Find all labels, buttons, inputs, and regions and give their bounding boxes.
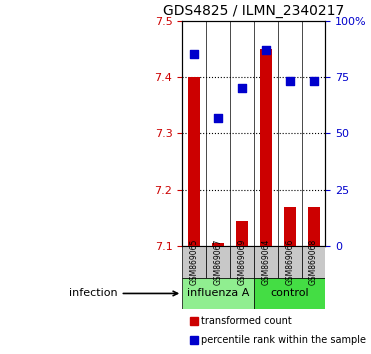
FancyBboxPatch shape: [254, 278, 325, 309]
Text: influenza A: influenza A: [187, 289, 249, 298]
Point: [311, 79, 316, 84]
Bar: [236, 221, 248, 246]
Text: GSM869069: GSM869069: [237, 239, 246, 285]
Point: [263, 47, 269, 53]
Bar: [212, 243, 224, 246]
Text: GSM869066: GSM869066: [285, 239, 294, 285]
Text: transformed count: transformed count: [201, 316, 292, 326]
Text: GSM869068: GSM869068: [309, 239, 318, 285]
Bar: [188, 77, 200, 246]
Text: GSM869064: GSM869064: [261, 239, 270, 285]
FancyBboxPatch shape: [278, 246, 302, 278]
Point: [215, 115, 221, 120]
FancyBboxPatch shape: [182, 278, 254, 309]
FancyBboxPatch shape: [182, 246, 206, 278]
Text: percentile rank within the sample: percentile rank within the sample: [201, 335, 366, 345]
FancyBboxPatch shape: [230, 246, 254, 278]
Text: control: control: [270, 289, 309, 298]
Text: GSM869067: GSM869067: [213, 239, 223, 285]
Point: [287, 79, 293, 84]
Bar: [308, 207, 319, 246]
FancyBboxPatch shape: [302, 246, 325, 278]
Bar: [260, 49, 272, 246]
FancyBboxPatch shape: [254, 246, 278, 278]
Text: infection: infection: [69, 289, 178, 298]
Point: [191, 52, 197, 57]
FancyBboxPatch shape: [206, 246, 230, 278]
Text: GSM869065: GSM869065: [190, 239, 198, 285]
Bar: [284, 207, 296, 246]
Title: GDS4825 / ILMN_2340217: GDS4825 / ILMN_2340217: [163, 4, 344, 18]
Point: [239, 85, 245, 91]
